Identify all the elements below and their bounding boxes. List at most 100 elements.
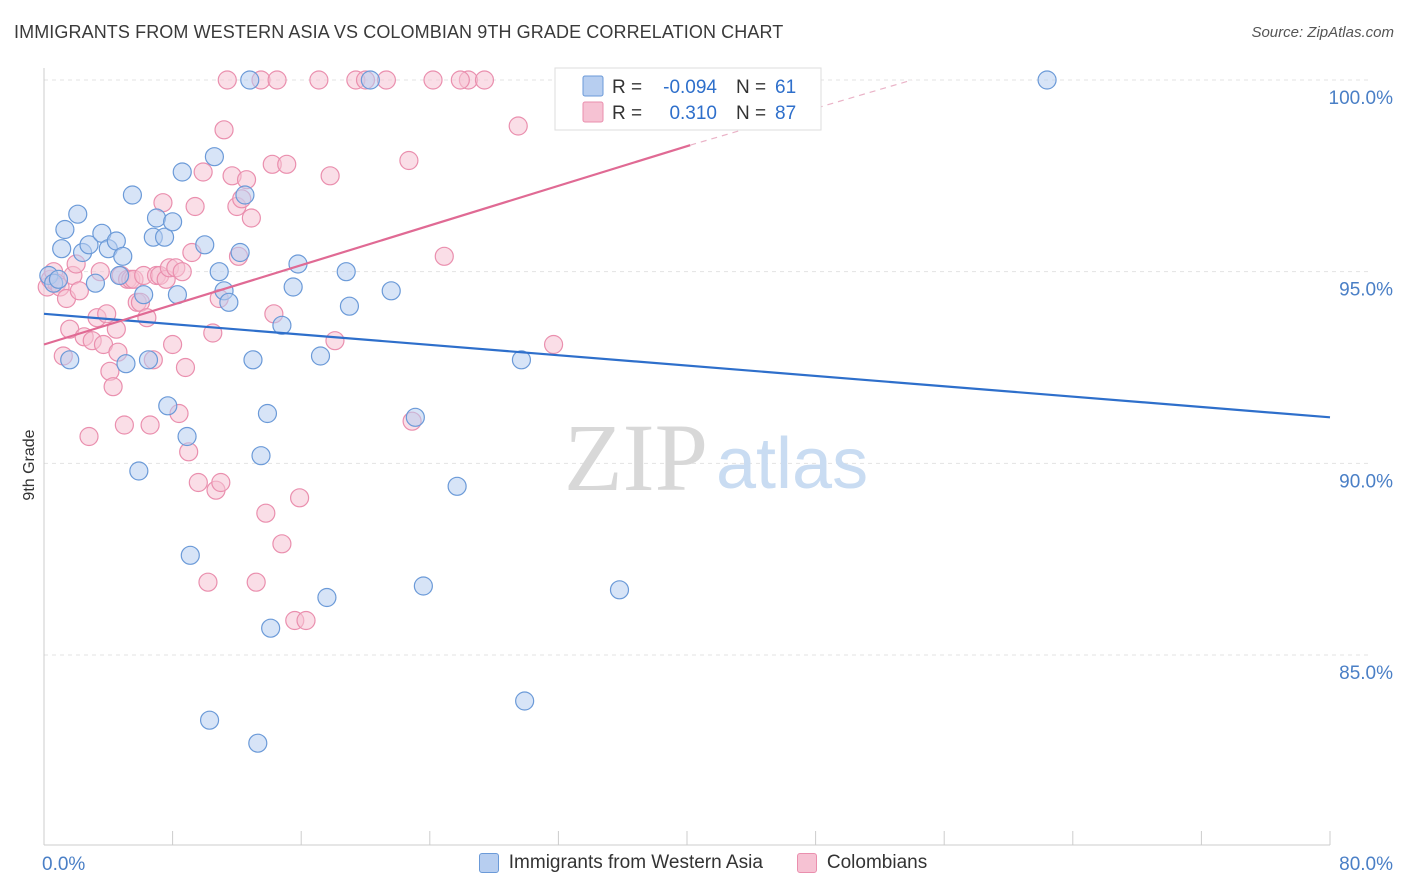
legend-r-value-blue: -0.094 bbox=[663, 77, 717, 98]
point-colombians bbox=[309, 70, 329, 90]
point-western-asia bbox=[243, 350, 263, 370]
legend-r-label-blue: R = bbox=[612, 77, 642, 98]
point-colombians bbox=[79, 426, 99, 447]
legend-swatch-pink bbox=[582, 101, 604, 123]
point-western-asia bbox=[195, 235, 215, 255]
trend-line-colombians bbox=[43, 144, 691, 346]
series-western-asia-points bbox=[39, 70, 1057, 753]
legend-r-value-pink: 0.310 bbox=[669, 103, 717, 124]
point-western-asia bbox=[204, 147, 224, 167]
chart-title: IMMIGRANTS FROM WESTERN ASIA VS COLOMBIA… bbox=[14, 22, 784, 42]
point-colombians bbox=[423, 70, 443, 90]
point-western-asia bbox=[272, 315, 292, 335]
point-western-asia bbox=[511, 350, 532, 370]
point-western-asia bbox=[609, 580, 630, 600]
legend-swatch-blue bbox=[582, 75, 604, 97]
point-colombians bbox=[163, 334, 183, 355]
point-western-asia bbox=[172, 162, 192, 182]
point-western-asia bbox=[209, 262, 229, 282]
point-western-asia bbox=[158, 396, 178, 416]
legend-item-colombians[interactable]: Colombians bbox=[796, 852, 927, 874]
point-colombians bbox=[296, 610, 316, 631]
source-credit: Source: ZipAtlas.com bbox=[1251, 24, 1394, 41]
point-western-asia bbox=[240, 70, 260, 90]
point-western-asia bbox=[219, 292, 239, 312]
y-tick-labels: 85.0% 90.0% 95.0% 100.0% bbox=[1329, 88, 1394, 684]
x-tick-label: 80.0% bbox=[1339, 854, 1393, 875]
point-western-asia bbox=[317, 587, 337, 608]
point-western-asia bbox=[199, 710, 220, 730]
point-colombians bbox=[188, 472, 208, 493]
grid-lines bbox=[44, 79, 1370, 656]
point-western-asia bbox=[248, 733, 268, 753]
point-western-asia bbox=[55, 219, 75, 240]
point-western-asia bbox=[230, 242, 250, 263]
point-western-asia bbox=[85, 273, 106, 293]
point-colombians bbox=[434, 246, 454, 266]
point-colombians bbox=[267, 70, 287, 90]
point-western-asia bbox=[163, 212, 183, 232]
point-colombians bbox=[277, 154, 297, 174]
y-axis-label: 9th Grade bbox=[21, 429, 38, 500]
point-western-asia bbox=[515, 691, 535, 711]
point-western-asia bbox=[122, 185, 143, 205]
point-colombians bbox=[376, 70, 396, 90]
point-colombians bbox=[175, 357, 196, 378]
legend-label-western-asia: Immigrants from Western Asia bbox=[508, 852, 763, 873]
point-colombians bbox=[193, 162, 213, 182]
point-colombians bbox=[140, 415, 160, 435]
point-western-asia bbox=[261, 618, 281, 638]
legend-r-label-pink: R = bbox=[612, 103, 642, 124]
point-western-asia bbox=[447, 476, 467, 496]
point-western-asia bbox=[251, 446, 271, 466]
point-western-asia bbox=[48, 269, 69, 289]
point-western-asia bbox=[154, 227, 175, 247]
legend-n-label-blue: N = bbox=[736, 77, 766, 98]
point-western-asia bbox=[134, 285, 154, 305]
point-western-asia bbox=[405, 407, 425, 427]
point-colombians bbox=[272, 534, 292, 554]
point-colombians bbox=[214, 120, 234, 140]
point-colombians bbox=[325, 331, 345, 351]
point-western-asia bbox=[116, 354, 136, 374]
stats-legend: R = -0.094 N = 61 R = 0.310 N = 87 bbox=[554, 67, 822, 131]
point-western-asia bbox=[68, 204, 88, 224]
point-western-asia bbox=[146, 208, 167, 228]
point-colombians bbox=[543, 334, 564, 355]
point-colombians bbox=[289, 488, 310, 508]
bottom-legend: Immigrants from Western Asia Colombians bbox=[0, 852, 1406, 874]
y-tick-label: 90.0% bbox=[1339, 471, 1393, 492]
point-colombians bbox=[69, 281, 89, 301]
point-western-asia bbox=[60, 350, 80, 370]
point-colombians bbox=[217, 70, 237, 90]
point-western-asia bbox=[336, 262, 356, 282]
point-colombians bbox=[103, 377, 123, 397]
x-tick-labels: 0.0% 80.0% bbox=[42, 854, 1393, 875]
legend-n-label-pink: N = bbox=[736, 103, 766, 124]
point-colombians bbox=[399, 150, 419, 171]
point-colombians bbox=[450, 70, 470, 90]
point-colombians bbox=[320, 166, 340, 186]
point-western-asia bbox=[138, 350, 159, 370]
point-colombians bbox=[211, 472, 231, 493]
point-western-asia bbox=[283, 277, 303, 297]
point-western-asia bbox=[79, 235, 99, 255]
point-western-asia bbox=[113, 246, 133, 266]
legend-item-western-asia[interactable]: Immigrants from Western Asia bbox=[478, 852, 763, 874]
point-western-asia bbox=[235, 185, 255, 205]
point-colombians bbox=[172, 262, 192, 282]
point-western-asia bbox=[413, 576, 433, 596]
point-western-asia bbox=[1037, 70, 1057, 90]
x-tick-label: 0.0% bbox=[42, 854, 85, 875]
y-tick-label: 95.0% bbox=[1339, 280, 1393, 301]
point-colombians bbox=[508, 116, 528, 136]
legend-swatch-western-asia bbox=[478, 853, 499, 873]
point-colombians bbox=[185, 196, 205, 217]
point-colombians bbox=[246, 572, 266, 592]
point-colombians bbox=[114, 415, 134, 435]
y-tick-label: 85.0% bbox=[1339, 663, 1393, 684]
point-western-asia bbox=[109, 265, 130, 286]
watermark: ZIP atlas bbox=[564, 404, 868, 511]
trend-line-western-asia bbox=[43, 312, 1331, 419]
